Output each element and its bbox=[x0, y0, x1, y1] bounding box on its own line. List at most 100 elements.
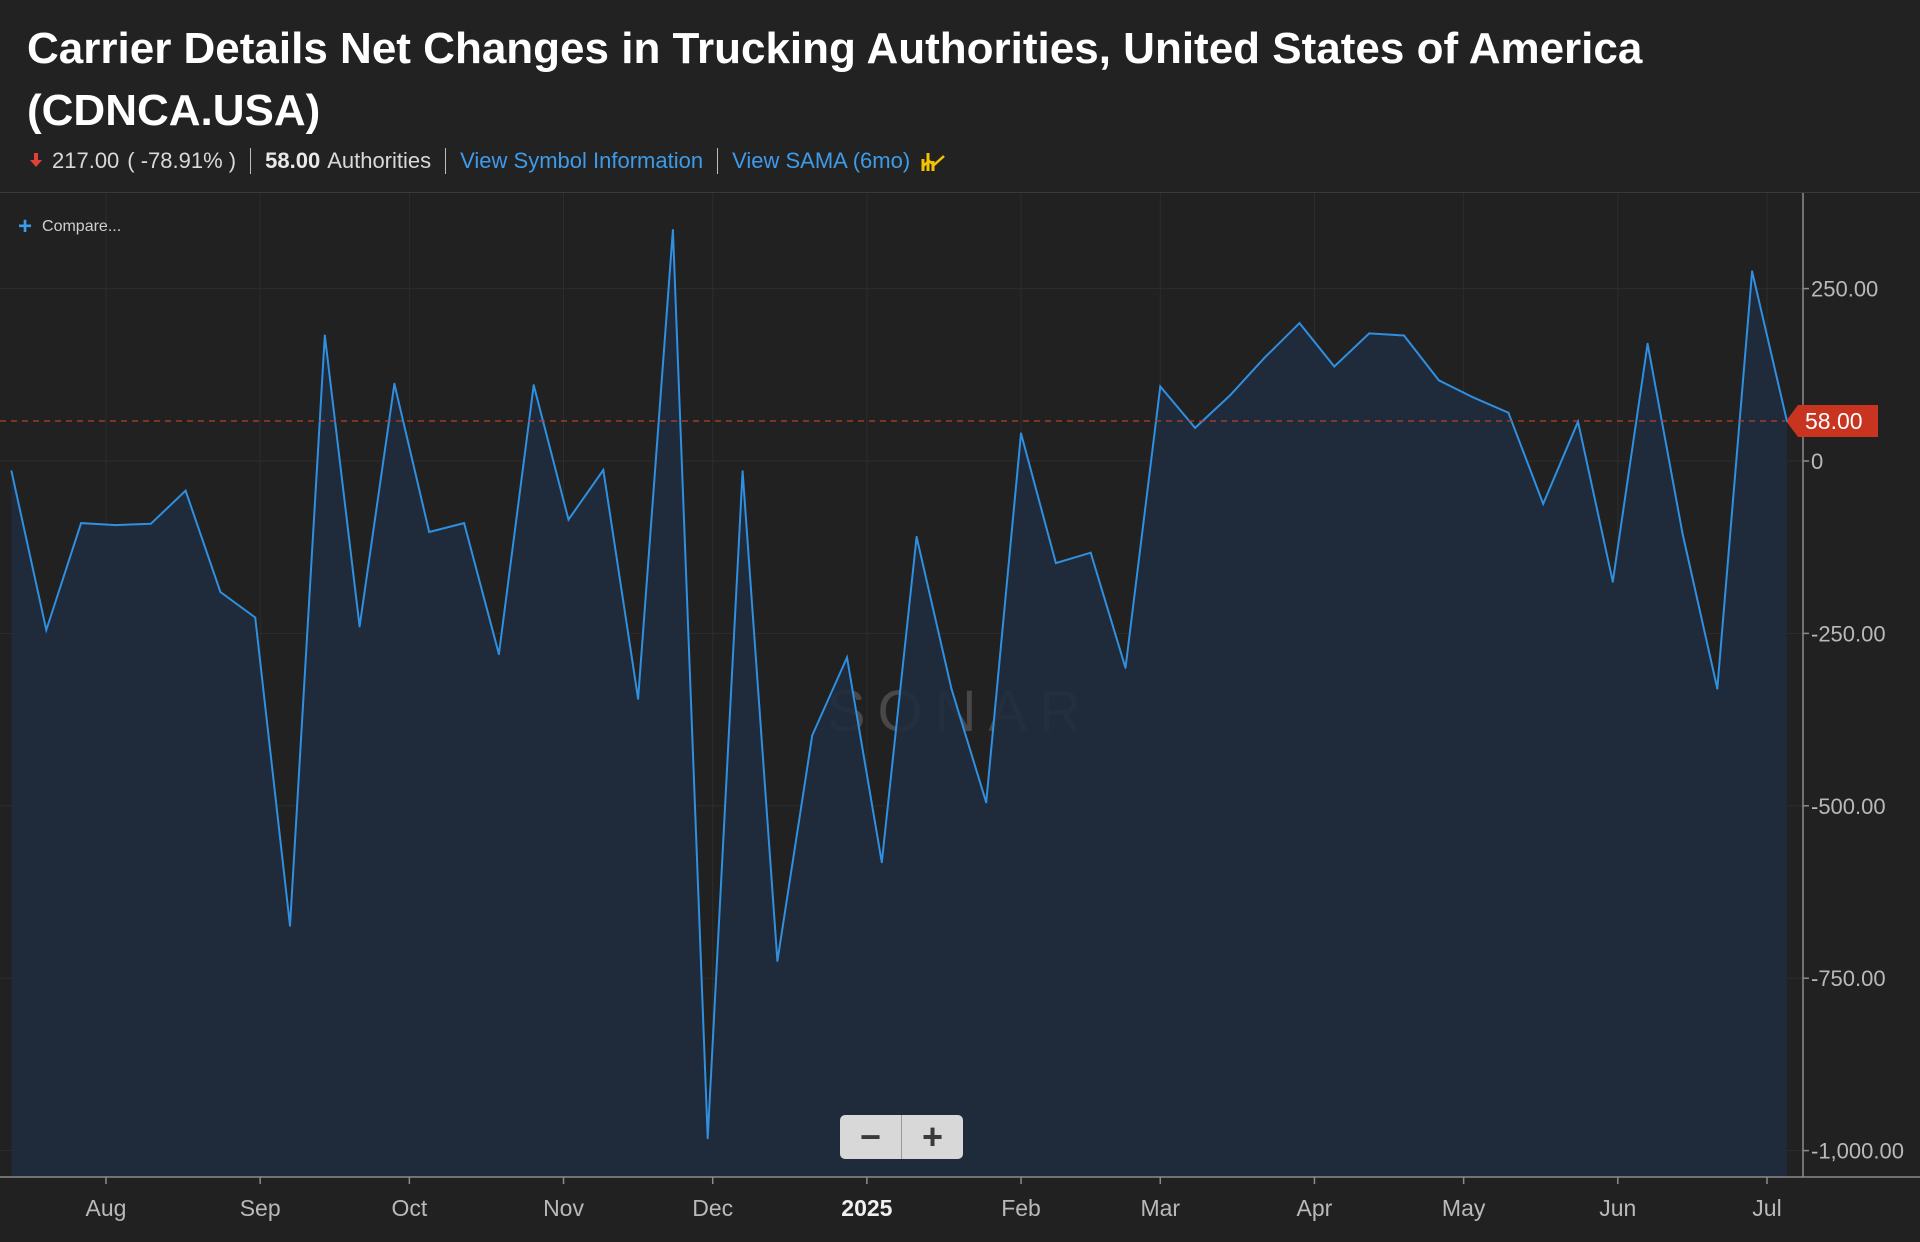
data-point bbox=[567, 518, 570, 521]
x-tick-label: Mar bbox=[1140, 1195, 1180, 1221]
zoom-out-button[interactable]: − bbox=[840, 1115, 902, 1159]
data-point bbox=[706, 1137, 709, 1140]
x-tick-label: May bbox=[1442, 1195, 1486, 1221]
zoom-in-button[interactable]: + bbox=[921, 1116, 944, 1157]
y-tick-label: -1,000.00 bbox=[1811, 1139, 1904, 1164]
x-tick-label: Apr bbox=[1297, 1195, 1333, 1221]
data-point bbox=[323, 334, 326, 337]
data-point bbox=[532, 384, 535, 387]
y-tick-label: 250.00 bbox=[1811, 277, 1878, 302]
data-point bbox=[637, 697, 640, 700]
chart-header: Carrier Details Net Changes in Trucking … bbox=[0, 0, 1920, 193]
data-point bbox=[811, 734, 814, 737]
data-point bbox=[1472, 396, 1475, 399]
data-point bbox=[915, 535, 918, 538]
view-symbol-info-link[interactable]: View Symbol Information bbox=[460, 148, 704, 173]
y-tick-label: -750.00 bbox=[1811, 966, 1886, 991]
data-point bbox=[1751, 270, 1754, 273]
data-point bbox=[219, 591, 222, 593]
data-point bbox=[1159, 385, 1162, 388]
y-axis-background bbox=[1803, 193, 1920, 1177]
data-point bbox=[149, 522, 152, 525]
data-point bbox=[985, 801, 988, 804]
data-point bbox=[776, 960, 779, 962]
data-point bbox=[1054, 562, 1057, 565]
view-sama-link[interactable]: View SAMA (6mo) bbox=[732, 148, 911, 173]
sama-chart-icon[interactable] bbox=[920, 149, 946, 173]
data-point bbox=[114, 524, 117, 527]
line-chart[interactable]: SONAR 250.000-250.00-500.00-750.00-1,000… bbox=[0, 193, 1920, 1242]
divider bbox=[445, 148, 447, 174]
compare-button[interactable]: + Compare... bbox=[18, 213, 121, 241]
data-point bbox=[1507, 411, 1510, 414]
data-point bbox=[1263, 356, 1266, 359]
x-tick-label: Jun bbox=[1599, 1195, 1636, 1221]
page-title: Carrier Details Net Changes in Trucking … bbox=[27, 24, 1643, 135]
change-percent: ( -78.91% ) bbox=[127, 148, 237, 173]
x-tick-label: Aug bbox=[86, 1195, 127, 1221]
data-point bbox=[393, 382, 396, 385]
current-value-badge: 58.00 bbox=[1786, 405, 1878, 438]
data-point bbox=[1124, 666, 1127, 669]
y-tick-label: 0 bbox=[1811, 449, 1823, 474]
data-point bbox=[880, 861, 883, 864]
data-point bbox=[1403, 334, 1405, 337]
x-tick-label: Nov bbox=[543, 1195, 584, 1221]
data-points bbox=[10, 229, 1788, 1140]
plus-icon: + bbox=[18, 213, 33, 240]
y-tick-label: -500.00 bbox=[1811, 794, 1886, 819]
unit-label: Authorities bbox=[327, 148, 432, 173]
data-point bbox=[289, 924, 291, 927]
data-point bbox=[1437, 379, 1440, 382]
down-arrow-icon bbox=[30, 151, 42, 172]
data-point bbox=[1716, 687, 1719, 690]
summary-line: 217.00 ( -78.91% ) 58.00 Authorities Vie… bbox=[30, 146, 946, 176]
data-point bbox=[846, 656, 848, 659]
data-point bbox=[1646, 342, 1649, 345]
data-point bbox=[950, 687, 953, 690]
x-tick-label: Sep bbox=[240, 1195, 281, 1221]
chart-area[interactable]: SONAR 250.00 0 -250.00 -500.00 -750.00 -1,000… bbox=[0, 193, 1920, 1242]
series-line bbox=[10, 229, 1788, 1139]
data-point bbox=[1228, 394, 1231, 397]
data-point bbox=[463, 522, 466, 525]
compare-label: Compare... bbox=[42, 218, 122, 235]
data-point bbox=[45, 629, 48, 631]
data-point bbox=[1020, 432, 1022, 435]
data-point bbox=[1089, 551, 1092, 554]
data-point bbox=[1577, 420, 1579, 423]
data-point bbox=[184, 489, 187, 492]
current-value-label: 58.00 bbox=[1805, 408, 1863, 434]
x-tick-label: Oct bbox=[391, 1195, 427, 1221]
current-value: 58.00 bbox=[265, 148, 321, 173]
data-point bbox=[497, 653, 500, 656]
x-tick-label: Dec bbox=[692, 1195, 733, 1221]
data-point bbox=[428, 531, 431, 533]
current-value-badge-shape bbox=[1786, 405, 1878, 438]
data-point bbox=[1611, 580, 1614, 583]
data-point bbox=[10, 470, 13, 473]
y-tick-label: -250.00 bbox=[1811, 621, 1886, 646]
data-point bbox=[1542, 502, 1545, 505]
divider bbox=[717, 148, 719, 174]
data-point bbox=[602, 469, 605, 471]
x-tick-label: Feb bbox=[1001, 1195, 1041, 1221]
data-point bbox=[1368, 332, 1371, 335]
data-point bbox=[1681, 532, 1684, 535]
zoom-controls: − + bbox=[840, 1115, 963, 1159]
data-point bbox=[1333, 365, 1336, 368]
data-point bbox=[1194, 426, 1197, 429]
divider bbox=[250, 148, 252, 174]
data-point bbox=[254, 616, 257, 619]
x-axis: Aug Sep Oct Nov Dec 2025 Feb Mar Apr May Jun Jul bbox=[0, 1176, 1920, 1221]
data-point bbox=[80, 522, 83, 525]
x-tick-label: 2025 bbox=[841, 1195, 892, 1221]
data-point bbox=[671, 229, 674, 231]
change-value: 217.00 bbox=[52, 148, 120, 173]
data-point bbox=[1298, 322, 1301, 325]
data-point bbox=[358, 625, 361, 628]
data-point bbox=[1785, 420, 1788, 422]
y-axis: 250.00 0 -250.00 -500.00 -750.00 -1,000.00 bbox=[1802, 193, 1920, 1177]
data-point bbox=[741, 470, 744, 473]
x-tick-label: Jul bbox=[1752, 1195, 1781, 1221]
